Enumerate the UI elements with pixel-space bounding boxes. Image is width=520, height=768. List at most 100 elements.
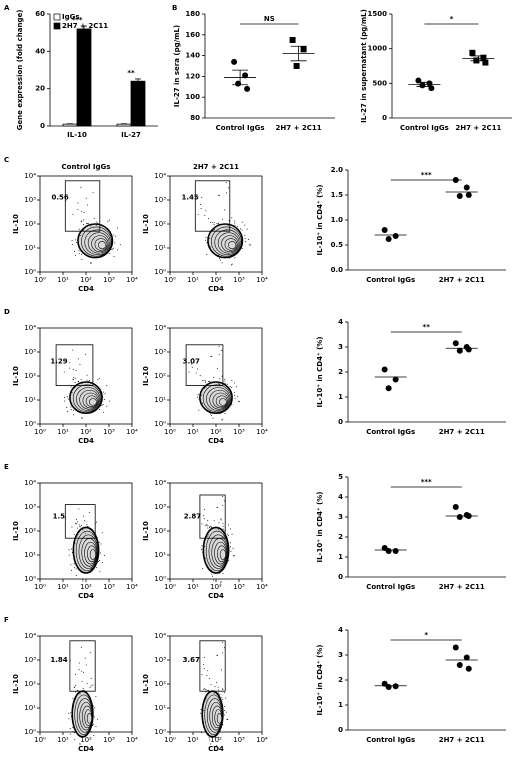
event-dot [208, 217, 210, 219]
event-dot [68, 554, 70, 556]
data-point [463, 184, 470, 191]
event-dot [84, 253, 86, 255]
event-dot [79, 234, 81, 236]
contour [87, 545, 97, 563]
contour [215, 395, 228, 407]
event-dot [99, 559, 101, 561]
event-dot [218, 383, 220, 385]
event-dot [119, 244, 121, 246]
event-dot [86, 731, 88, 733]
event-dot [197, 214, 199, 216]
event-dot [248, 238, 250, 240]
contour [221, 235, 239, 253]
event-dot [210, 356, 212, 358]
event-dot [74, 251, 76, 253]
event-dot [109, 234, 111, 236]
event-dot [91, 533, 93, 535]
y-axis-label: IL-10⁺ in CD4⁺ (%) [316, 491, 324, 562]
y-tick-label: 500 [372, 79, 387, 87]
data-point [456, 514, 463, 520]
event-dot [205, 689, 207, 691]
x-tick-label: 10² [210, 276, 222, 284]
data-point [381, 366, 388, 373]
event-dot [201, 548, 203, 550]
x-tick-label: 10⁴ [126, 736, 138, 744]
event-dot [236, 225, 238, 227]
event-dot [196, 368, 198, 370]
event-dot [203, 668, 205, 670]
event-dot [110, 248, 112, 250]
plot-title: 2H7 + 2C11 [193, 163, 239, 171]
event-dot [79, 526, 81, 528]
x-tick-label: 10¹ [187, 736, 199, 744]
event-dot [237, 400, 239, 402]
event-dot [96, 224, 98, 226]
event-dot [87, 204, 89, 206]
bar [76, 28, 92, 127]
data-point [385, 236, 392, 242]
event-dot [89, 652, 91, 654]
x-axis-label: CD4 [208, 437, 224, 445]
event-dot [78, 228, 80, 230]
event-dot [226, 533, 228, 535]
event-dot [64, 400, 66, 402]
y-tick-label: 10³ [154, 656, 166, 664]
y-tick-label: 10¹ [24, 396, 36, 404]
contour [72, 384, 102, 413]
event-dot [230, 264, 232, 266]
contour [214, 229, 241, 255]
event-dot [75, 575, 77, 577]
event-dot [213, 223, 215, 225]
y-tick-label: 1.5 [331, 191, 344, 199]
event-dot [204, 524, 206, 526]
event-dot [210, 684, 212, 686]
event-dot [224, 413, 226, 415]
event-dot [201, 380, 203, 382]
gate-percent: 3.07 [183, 358, 200, 366]
event-dot [216, 745, 218, 747]
event-dot [239, 400, 241, 402]
event-dot [212, 230, 214, 232]
event-dot [85, 197, 87, 199]
event-dot [231, 379, 233, 381]
y-tick-label: 10² [154, 372, 166, 380]
event-dot [96, 561, 98, 563]
event-dot [241, 248, 243, 250]
event-dot [99, 405, 101, 407]
event-dot [88, 511, 90, 513]
event-dot [111, 248, 113, 250]
event-dot [72, 349, 74, 351]
event-dot [90, 730, 92, 732]
legend-label: IgGs [62, 13, 80, 21]
event-dot [223, 692, 225, 694]
y-tick-label: 10¹ [154, 396, 166, 404]
x-tick-label: 10³ [103, 583, 115, 591]
event-dot [226, 383, 228, 385]
event-dot [224, 380, 226, 382]
x-tick-label: 10² [210, 428, 222, 436]
event-dot [93, 705, 95, 707]
contour [87, 232, 110, 254]
event-dot [79, 531, 81, 533]
event-dot [99, 552, 101, 554]
event-dot [86, 374, 88, 376]
contour [84, 541, 97, 565]
x-tick-label: 2H7 + 2C11 [455, 124, 501, 132]
event-dot [203, 688, 205, 690]
x-tick-label: 10² [80, 276, 92, 284]
y-tick-label: 4 [338, 626, 343, 634]
y-tick-label: 10¹ [154, 551, 166, 559]
event-dot [74, 387, 76, 389]
y-tick-label: 10⁴ [154, 172, 166, 180]
event-dot [80, 646, 82, 648]
event-dot [209, 381, 211, 383]
y-tick-label: 2 [338, 676, 343, 684]
event-dot [221, 375, 223, 377]
event-dot [219, 378, 221, 380]
contour [79, 389, 100, 410]
bar [116, 123, 132, 127]
event-dot [211, 575, 213, 577]
y-tick-label: 10³ [24, 196, 36, 204]
event-dot [203, 664, 205, 666]
